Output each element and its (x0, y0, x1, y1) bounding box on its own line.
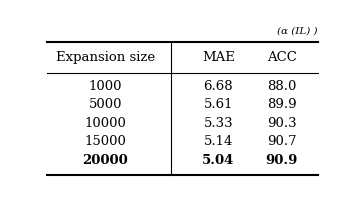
Text: 5.33: 5.33 (204, 117, 233, 130)
Text: 5.14: 5.14 (204, 135, 233, 148)
Text: 10000: 10000 (84, 117, 126, 130)
Text: 90.3: 90.3 (267, 117, 297, 130)
Text: 5.04: 5.04 (202, 154, 235, 167)
Text: 20000: 20000 (82, 154, 128, 167)
Text: (α (IL) ): (α (IL) ) (277, 26, 318, 35)
Text: ACC: ACC (267, 51, 297, 64)
Text: 90.9: 90.9 (266, 154, 298, 167)
Text: 5000: 5000 (88, 98, 122, 111)
Text: MAE: MAE (202, 51, 235, 64)
Text: 15000: 15000 (84, 135, 126, 148)
Text: 90.7: 90.7 (267, 135, 297, 148)
Text: 1000: 1000 (88, 80, 122, 93)
Text: Expansion size: Expansion size (56, 51, 155, 64)
Text: 5.61: 5.61 (204, 98, 233, 111)
Text: 89.9: 89.9 (267, 98, 297, 111)
Text: 6.68: 6.68 (204, 80, 233, 93)
Text: 88.0: 88.0 (267, 80, 297, 93)
